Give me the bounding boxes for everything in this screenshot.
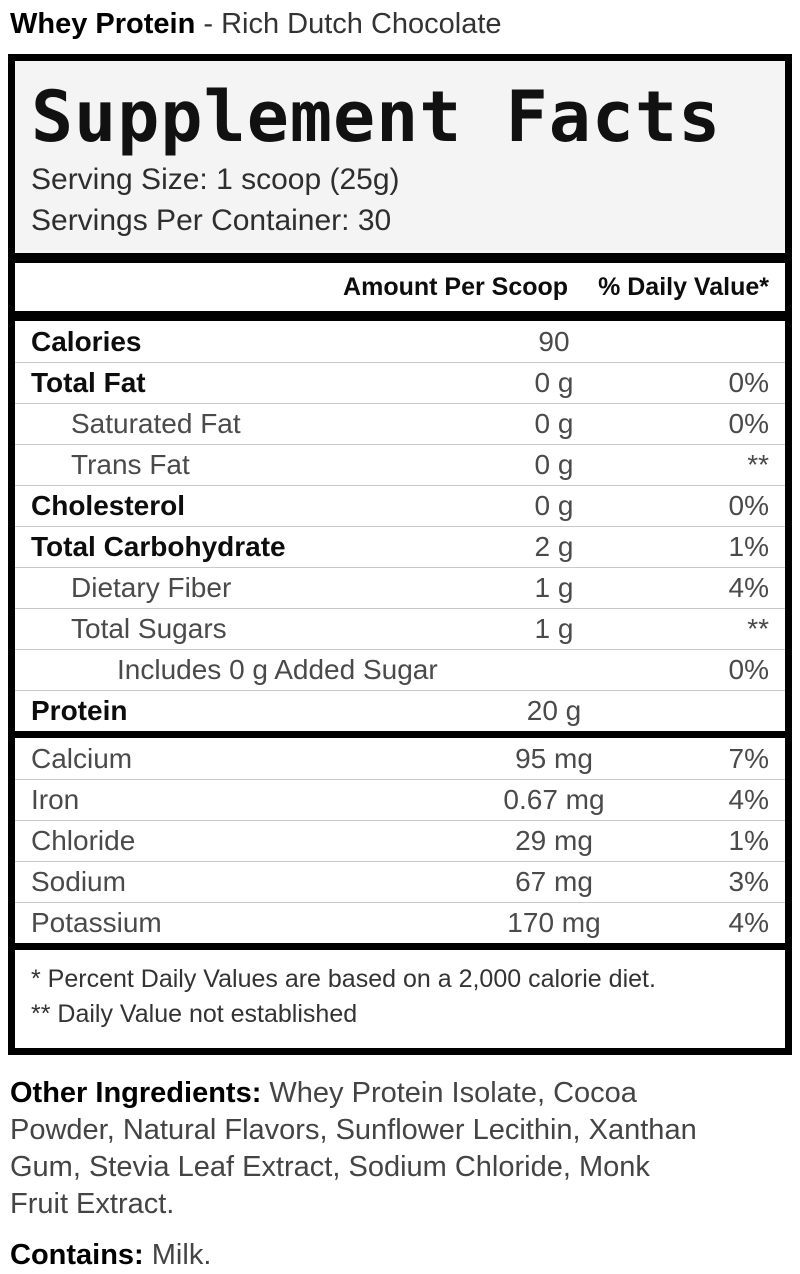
footnote-daily-values: * Percent Daily Values are based on a 2,… [31, 965, 656, 993]
nutrient-table: Calories 90 Total Fat 0 g 0% Saturated F… [15, 321, 785, 731]
nutrient-label: Total Carbohydrate [31, 531, 286, 562]
nutrient-dv: 0% [728, 367, 769, 398]
nutrient-dv: 1% [728, 825, 769, 856]
nutrient-dv: 1% [728, 531, 769, 562]
nutrient-label: Calories [31, 325, 142, 357]
nutrient-amount: 20 g [526, 695, 582, 726]
nutrient-amount: 0 g [534, 490, 574, 521]
nutrient-amount: 2 g [534, 531, 574, 562]
other-ingredients: Other Ingredients: Whey Protein Isolate,… [0, 1055, 712, 1223]
thick-divider [15, 731, 785, 738]
contains-text: Milk. [143, 1239, 212, 1271]
nutrient-amount: 1 g [534, 613, 574, 644]
footnote-not-established: ** Daily Value not established [31, 1000, 358, 1028]
serving-size: Serving Size: 1 scoop (25g) [31, 163, 400, 196]
thick-divider [15, 943, 785, 950]
mineral-row-chloride: Chloride 29 mg 1% [15, 820, 785, 861]
nutrient-amount: 0 g [534, 449, 574, 480]
nutrient-row-total-carbohydrate: Total Carbohydrate 2 g 1% [15, 526, 785, 567]
nutrient-label: Saturated Fat [71, 408, 241, 439]
nutrient-row-total-sugars: Total Sugars 1 g ** [15, 608, 785, 649]
product-flavor: - Rich Dutch Chocolate [195, 8, 502, 40]
nutrient-label: Includes 0 g Added Sugar [117, 654, 438, 685]
other-ingredients-text: Whey Protein Isolate, Cocoa Powder, Natu… [10, 1077, 697, 1220]
nutrient-amount: 1 g [534, 572, 574, 603]
nutrient-row-protein: Protein 20 g [15, 690, 785, 731]
footnotes: * Percent Daily Values are based on a 2,… [15, 950, 785, 1048]
nutrient-amount: 170 mg [507, 907, 601, 938]
nutrient-dv: 4% [728, 907, 769, 938]
mineral-row-potassium: Potassium 170 mg 4% [15, 902, 785, 943]
panel-title: Supplement Facts [31, 76, 722, 158]
column-header-row: Amount Per Scoop % Daily Value* [15, 263, 785, 311]
mineral-row-sodium: Sodium 67 mg 3% [15, 861, 785, 902]
nutrient-dv: 0% [728, 490, 769, 521]
nutrient-dv: ** [747, 449, 769, 480]
nutrient-dv: ** [747, 613, 769, 644]
nutrient-label: Total Sugars [71, 613, 227, 644]
nutrient-label: Protein [31, 695, 128, 726]
nutrient-row-dietary-fiber: Dietary Fiber 1 g 4% [15, 567, 785, 608]
nutrient-amount: 0.67 mg [503, 784, 605, 815]
nutrient-label: Trans Fat [71, 449, 190, 480]
contains-statement: Contains: Milk. [0, 1223, 800, 1274]
nutrient-row-trans-fat: Trans Fat 0 g ** [15, 444, 785, 485]
nutrient-row-added-sugar: Includes 0 g Added Sugar 0% [15, 649, 785, 690]
nutrient-label: Sodium [31, 866, 126, 897]
nutrient-label: Chloride [31, 825, 136, 856]
nutrient-row-total-fat: Total Fat 0 g 0% [15, 362, 785, 403]
column-header-amount: Amount Per Scoop [343, 272, 569, 301]
nutrient-dv: 7% [728, 742, 769, 774]
nutrient-dv: 0% [728, 408, 769, 439]
mineral-row-calcium: Calcium 95 mg 7% [15, 738, 785, 779]
nutrient-label: Cholesterol [31, 490, 186, 521]
nutrient-amount: 90 [538, 325, 570, 357]
nutrient-dv: 4% [728, 572, 769, 603]
nutrient-dv: 3% [728, 866, 769, 897]
nutrient-amount: 95 mg [515, 742, 593, 774]
thick-divider [15, 311, 785, 321]
nutrient-amount: 0 g [534, 367, 574, 398]
nutrient-row-cholesterol: Cholesterol 0 g 0% [15, 485, 785, 526]
panel-header: Supplement Facts Serving Size: 1 scoop (… [15, 61, 785, 253]
thick-divider [15, 253, 785, 263]
supplement-facts-panel: Supplement Facts Serving Size: 1 scoop (… [8, 54, 792, 1055]
nutrient-dv: 4% [728, 784, 769, 815]
nutrient-label: Potassium [31, 907, 162, 938]
nutrient-amount: 0 g [534, 408, 574, 439]
servings-per-container: Servings Per Container: 30 [31, 204, 392, 237]
nutrient-amount: 29 mg [515, 825, 593, 856]
mineral-table: Calcium 95 mg 7% Iron 0.67 mg 4% Chlorid… [15, 738, 785, 943]
nutrient-amount: 67 mg [515, 866, 593, 897]
mineral-row-iron: Iron 0.67 mg 4% [15, 779, 785, 820]
nutrient-row-calories: Calories 90 [15, 321, 785, 362]
nutrient-label: Total Fat [31, 367, 146, 398]
other-ingredients-label: Other Ingredients: [10, 1077, 262, 1109]
contains-label: Contains: [10, 1239, 144, 1271]
product-title: Whey Protein - Rich Dutch Chocolate [0, 0, 800, 54]
nutrient-label: Iron [31, 784, 80, 815]
nutrient-dv: 0% [728, 654, 769, 685]
nutrient-label: Calcium [31, 742, 133, 774]
product-name: Whey Protein [10, 8, 196, 40]
column-header-daily-value: % Daily Value* [598, 272, 769, 301]
nutrient-label: Dietary Fiber [71, 572, 232, 603]
nutrient-row-saturated-fat: Saturated Fat 0 g 0% [15, 403, 785, 444]
